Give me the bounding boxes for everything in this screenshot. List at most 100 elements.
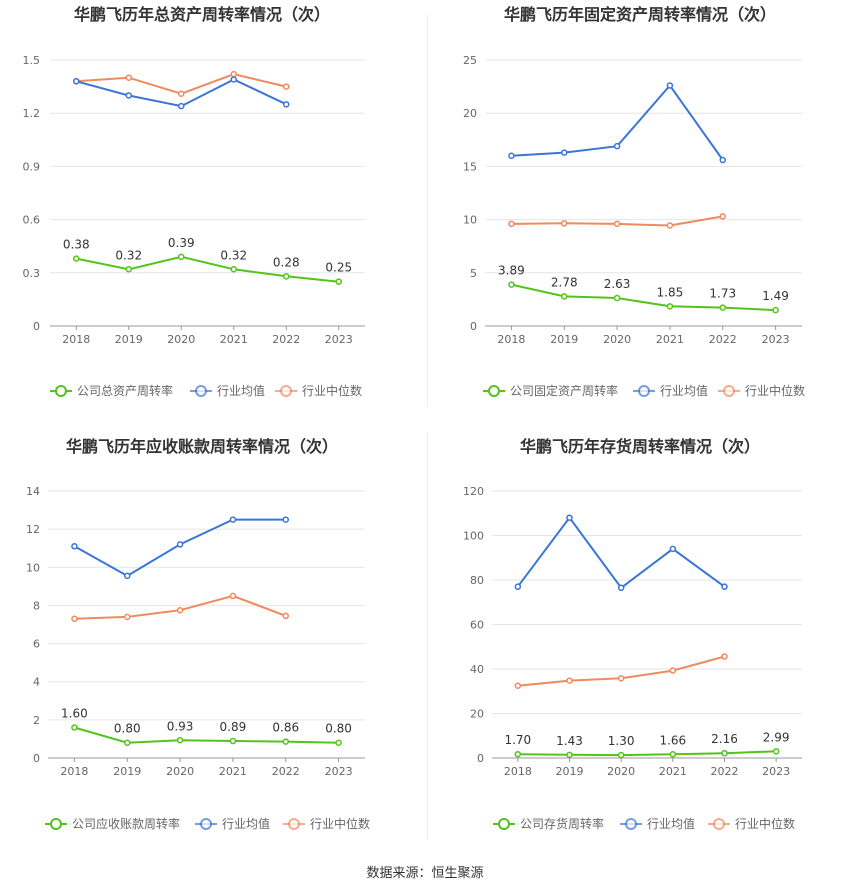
- data-label: 1.66: [659, 733, 686, 747]
- data-point-industry_avg: [666, 82, 674, 89]
- data-label: 3.89: [498, 264, 525, 278]
- legend-label: 行业中位数: [745, 383, 805, 398]
- data-point-industry_median: [719, 213, 726, 220]
- data-point-industry_avg: [561, 149, 568, 156]
- data-point-industry_avg: [282, 516, 289, 523]
- data-point-company: [566, 751, 573, 759]
- x-tick-label: 2023: [325, 333, 353, 346]
- data-point-industry_avg: [125, 92, 132, 99]
- data-label: 0.32: [220, 248, 247, 262]
- chart-panel-2: 华鹏飞历年固定资产周转率情况（次） 0 5 10 15 20 25 2018 2019 2020 2…: [463, 5, 805, 398]
- x-tick-label: 2023: [325, 765, 353, 778]
- data-point-company: [178, 253, 185, 261]
- legend-label: 行业均值: [660, 383, 708, 398]
- data-point-industry_avg: [613, 142, 621, 150]
- data-point-company: [772, 748, 780, 755]
- data-point-company: [719, 304, 726, 311]
- data-point-company: [335, 739, 342, 746]
- data-point-industry_avg: [124, 572, 131, 580]
- data-point-company: [283, 273, 290, 280]
- x-tick-label: 2019: [115, 333, 143, 346]
- data-point-industry_avg: [669, 545, 677, 553]
- x-tick-label: 2019: [113, 765, 141, 778]
- data-point-industry_median: [282, 612, 289, 620]
- legend-label: 行业中位数: [310, 816, 370, 831]
- series-line-company: [76, 255, 339, 283]
- legend-marker-icon: [195, 385, 207, 397]
- data-point-industry_avg: [230, 76, 237, 83]
- data-point-company: [125, 266, 132, 273]
- data-point-company: [669, 751, 677, 758]
- y-tick-label: 6: [33, 638, 40, 651]
- data-point-industry_avg: [176, 541, 184, 548]
- data-point-industry_median: [566, 677, 573, 684]
- data-label: 2.99: [763, 730, 790, 744]
- data-label: 0.39: [168, 236, 195, 250]
- y-tick-label: 60: [470, 619, 484, 632]
- data-point-industry_median: [125, 74, 132, 81]
- legend-item-industry_avg: 行业均值: [195, 816, 270, 831]
- legend-item-industry_median: 行业中位数: [283, 816, 370, 831]
- data-point-company: [617, 751, 625, 759]
- legend-marker-icon: [55, 385, 67, 397]
- chart-title: 华鹏飞历年存货周转率情况（次）: [520, 437, 760, 456]
- data-point-industry_avg: [508, 152, 515, 160]
- y-tick-label: 0: [33, 752, 40, 765]
- data-point-company: [282, 738, 289, 745]
- legend-label: 行业均值: [217, 383, 265, 398]
- x-tick-label: 2021: [659, 765, 687, 778]
- x-tick-label: 2020: [166, 765, 194, 778]
- data-point-industry_median: [71, 615, 78, 623]
- y-tick-label: 25: [463, 54, 477, 67]
- data-point-industry_avg: [566, 514, 573, 521]
- data-point-industry_avg: [617, 584, 625, 592]
- legend-marker-icon: [280, 385, 292, 397]
- data-label: 1.49: [762, 289, 789, 303]
- x-tick-label: 2021: [219, 765, 247, 778]
- y-tick-label: 40: [470, 663, 484, 676]
- x-tick-label: 2020: [603, 333, 631, 346]
- chart-panel-4: 华鹏飞历年存货周转率情况（次） 0 20 40 60 80 100 120 2018 2019 20…: [463, 437, 802, 831]
- data-label: 1.43: [556, 734, 583, 748]
- data-point-industry_median: [617, 675, 625, 682]
- y-tick-label: 8: [33, 599, 40, 612]
- legend-item-industry_median: 行业中位数: [718, 383, 805, 398]
- data-label: 0.89: [220, 720, 247, 734]
- data-point-industry_median: [666, 222, 674, 229]
- data-label: 1.30: [608, 734, 635, 748]
- x-tick-label: 2018: [504, 765, 532, 778]
- data-point-industry_avg: [71, 543, 78, 550]
- y-tick-label: 14: [26, 485, 40, 498]
- legend-label: 公司总资产周转率: [77, 383, 173, 398]
- chart-title: 华鹏飞历年总资产周转率情况（次）: [74, 5, 330, 24]
- y-tick-label: 1.5: [23, 54, 41, 67]
- data-point-company: [73, 255, 80, 262]
- data-point-industry_median: [124, 613, 131, 621]
- x-tick-label: 2018: [497, 333, 525, 346]
- x-tick-label: 2022: [272, 765, 300, 778]
- y-tick-label: 1.2: [23, 107, 41, 120]
- x-tick-label: 2020: [607, 765, 635, 778]
- data-label: 0.28: [273, 255, 300, 269]
- data-point-industry_avg: [721, 583, 728, 590]
- data-point-industry_avg: [229, 516, 237, 523]
- data-point-industry_median: [176, 606, 184, 614]
- data-point-company: [721, 749, 728, 757]
- data-point-company: [335, 278, 342, 285]
- legend-marker-icon: [498, 818, 510, 830]
- series-line-company: [517, 750, 777, 757]
- y-tick-label: 20: [463, 107, 477, 120]
- legend-item-company: 公司应收账款周转率: [45, 816, 180, 831]
- data-point-company: [514, 750, 522, 758]
- data-point-company: [229, 737, 237, 745]
- data-point-company: [613, 294, 621, 302]
- series-line-company: [511, 283, 776, 312]
- legend-marker-icon: [50, 818, 62, 830]
- legend-item-company: 公司总资产周转率: [50, 383, 173, 398]
- data-point-company: [176, 737, 184, 744]
- x-tick-label: 2019: [550, 333, 578, 346]
- data-point-industry_median: [514, 682, 522, 689]
- data-label: 2.78: [551, 275, 578, 289]
- y-tick-label: 0: [477, 752, 484, 765]
